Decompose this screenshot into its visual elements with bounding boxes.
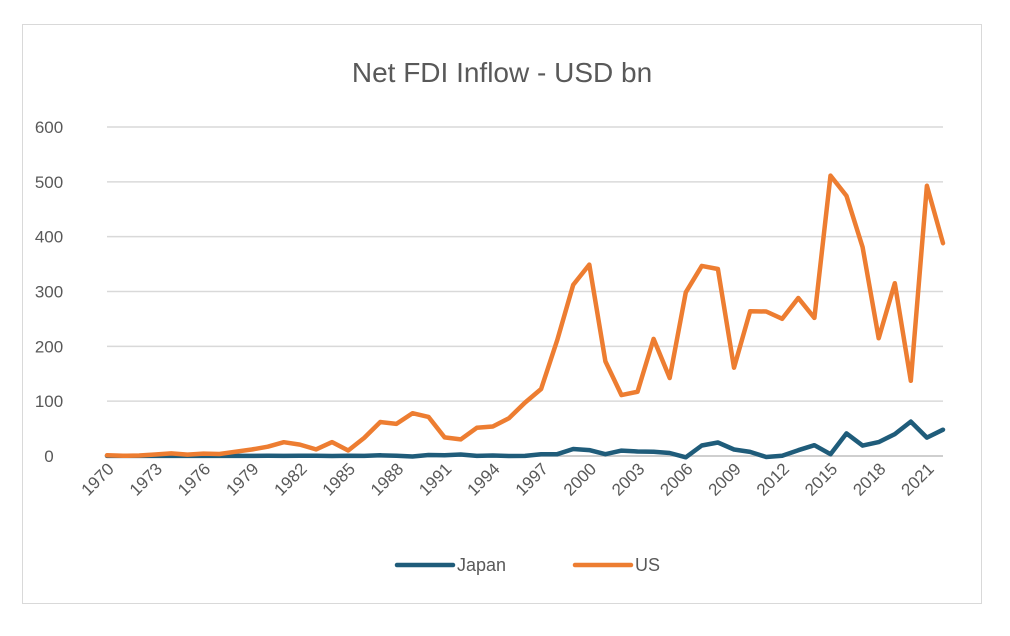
x-tick-label: 1970 [78, 459, 118, 499]
x-tick-label: 1973 [126, 459, 166, 499]
series-line-us [104, 173, 946, 459]
gridlines [107, 126, 943, 402]
chart-frame: Net FDI Inflow - USD bn 0 100 200 300 400 500… [22, 24, 982, 604]
x-tick-label: 1997 [512, 459, 552, 499]
y-tick-label: 400 [35, 228, 63, 247]
legend: Japan US [394, 555, 660, 575]
series-line-japan [104, 419, 946, 460]
x-tick-label: 1982 [271, 459, 311, 499]
y-tick-label: 500 [35, 173, 63, 192]
x-tick-label: 2006 [656, 459, 696, 499]
x-axis-ticks: 1970 1973 1976 1979 1982 1985 1988 1991 1994 1997… [78, 459, 938, 499]
series-lines [104, 173, 946, 460]
x-tick-label: 2003 [608, 459, 648, 499]
x-tick-label: 1979 [222, 459, 262, 499]
x-tick-label: 2018 [849, 459, 889, 499]
chart-title: Net FDI Inflow - USD bn [352, 57, 652, 88]
x-tick-label: 1985 [319, 459, 359, 499]
x-tick-label: 2021 [898, 459, 938, 499]
x-tick-label: 2000 [560, 459, 600, 499]
x-tick-label: 1988 [367, 459, 407, 499]
y-tick-label: 0 [44, 447, 53, 466]
y-axis-ticks: 0 100 200 300 400 500 600 [35, 118, 63, 466]
y-tick-label: 300 [35, 283, 63, 302]
y-tick-label: 600 [35, 118, 63, 137]
legend-label-us: US [635, 555, 660, 575]
x-tick-label: 2015 [801, 459, 841, 499]
line-chart: Net FDI Inflow - USD bn 0 100 200 300 400 500… [35, 57, 946, 575]
x-tick-label: 2012 [753, 459, 793, 499]
legend-label-japan: Japan [457, 555, 506, 575]
y-tick-label: 100 [35, 392, 63, 411]
x-tick-label: 1976 [174, 459, 214, 499]
x-tick-label: 1991 [415, 459, 455, 499]
y-tick-label: 200 [35, 337, 63, 356]
x-tick-label: 2009 [705, 459, 745, 499]
x-tick-label: 1994 [463, 459, 503, 499]
